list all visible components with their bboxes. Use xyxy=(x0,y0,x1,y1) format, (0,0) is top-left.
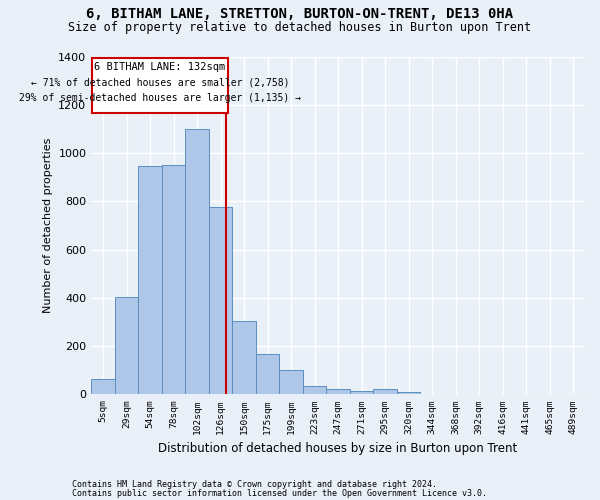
Text: Contains HM Land Registry data © Crown copyright and database right 2024.: Contains HM Land Registry data © Crown c… xyxy=(72,480,437,489)
Bar xyxy=(303,386,326,394)
Text: ← 71% of detached houses are smaller (2,758): ← 71% of detached houses are smaller (2,… xyxy=(31,78,289,88)
Bar xyxy=(138,166,162,394)
FancyBboxPatch shape xyxy=(92,58,229,113)
Y-axis label: Number of detached properties: Number of detached properties xyxy=(43,138,53,313)
Bar xyxy=(256,354,280,395)
Text: Size of property relative to detached houses in Burton upon Trent: Size of property relative to detached ho… xyxy=(68,21,532,34)
Bar xyxy=(162,165,185,394)
Bar xyxy=(350,390,373,394)
Bar xyxy=(373,390,397,394)
Bar xyxy=(232,320,256,394)
Text: 29% of semi-detached houses are larger (1,135) →: 29% of semi-detached houses are larger (… xyxy=(19,93,301,103)
Bar xyxy=(209,208,232,394)
Text: 6 BITHAM LANE: 132sqm: 6 BITHAM LANE: 132sqm xyxy=(94,62,226,72)
Bar xyxy=(397,392,421,394)
Text: Contains public sector information licensed under the Open Government Licence v3: Contains public sector information licen… xyxy=(72,489,487,498)
Bar xyxy=(91,378,115,394)
Bar xyxy=(280,370,303,394)
X-axis label: Distribution of detached houses by size in Burton upon Trent: Distribution of detached houses by size … xyxy=(158,442,518,455)
Text: 6, BITHAM LANE, STRETTON, BURTON-ON-TRENT, DE13 0HA: 6, BITHAM LANE, STRETTON, BURTON-ON-TREN… xyxy=(86,8,514,22)
Bar xyxy=(326,390,350,394)
Bar xyxy=(115,296,138,394)
Bar xyxy=(185,129,209,394)
